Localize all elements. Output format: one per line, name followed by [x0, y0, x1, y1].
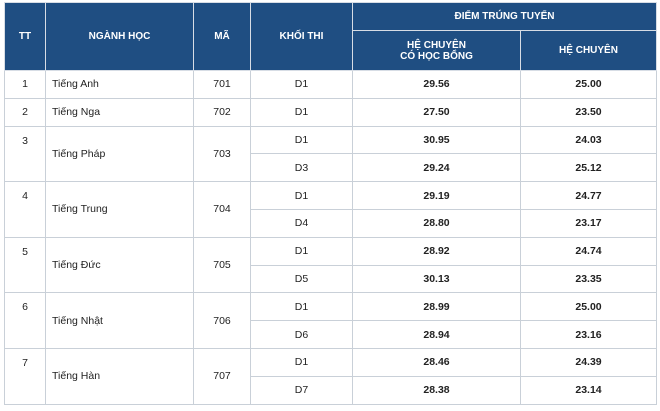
cell-khoi: D1: [250, 292, 353, 322]
cell-nganh: Tiếng Nhật: [45, 292, 194, 349]
cell-diem-hb: 28.80: [352, 208, 521, 238]
cell-nganh: Tiếng Trung: [45, 181, 194, 238]
table-row: D6 28.94 23.16: [5, 320, 657, 349]
cell-tt: 3: [4, 125, 46, 183]
cell-diem-hb: 29.19: [352, 181, 521, 210]
table-row: D5 30.13 23.35: [5, 264, 657, 294]
table-row: 3 Tiếng Pháp 703 D1 30.95 24.03: [4, 125, 657, 183]
cell-tt: 7: [4, 347, 46, 405]
cell-diem-hc: 25.00: [520, 70, 657, 99]
cell-diem-hb: 29.24: [352, 153, 521, 183]
cell-diem-hc: 25.00: [520, 292, 657, 322]
cell-tt: 5: [4, 236, 46, 294]
cell-tt: 4: [4, 181, 46, 238]
cell-khoi: D1: [250, 97, 353, 127]
cell-ma: 707: [193, 347, 251, 405]
cell-khoi: D1: [250, 125, 353, 155]
table-row: 6 Tiếng Nhật 706 D1 28.99 25.00: [4, 292, 657, 349]
cell-ma: 703: [193, 125, 251, 183]
cell-nganh: Tiếng Hàn: [45, 347, 194, 405]
cell-diem-hc: 24.77: [520, 181, 657, 210]
cell-diem-hc: 24.74: [520, 236, 657, 266]
cell-diem-hc: 23.17: [520, 208, 657, 238]
cell-khoi: D4: [250, 208, 353, 238]
table-row: D7 28.38 23.14: [5, 375, 657, 405]
header-tt: TT: [4, 2, 46, 71]
cell-khoi: D1: [250, 347, 353, 377]
header-nganh: NGÀNH HỌC: [45, 2, 194, 71]
cell-ma: 704: [193, 181, 251, 238]
cell-diem-hc: 23.14: [520, 375, 657, 405]
cell-diem-hc: 23.16: [520, 320, 657, 349]
table-row: 2 Tiếng Nga 702 D1 27.50 23.50: [4, 97, 657, 127]
cell-diem-hb: 30.95: [352, 125, 521, 155]
admission-score-table: TT NGÀNH HỌC MÃ KHỐI THI ĐIỂM TRÚNG TUYỂ…: [4, 2, 657, 405]
cell-khoi: D1: [250, 181, 353, 210]
cell-khoi: D1: [250, 236, 353, 266]
cell-nganh: Tiếng Nga: [45, 97, 194, 127]
cell-diem-hb: 28.94: [352, 320, 521, 349]
cell-diem-hb: 30.13: [352, 264, 521, 294]
cell-tt: 1: [4, 70, 46, 99]
cell-ma: 702: [193, 97, 251, 127]
cell-diem-hb: 27.50: [352, 97, 521, 127]
cell-khoi: D7: [250, 375, 353, 405]
table-row: D3 29.24 25.12: [5, 153, 657, 183]
cell-diem-hc: 25.12: [520, 153, 657, 183]
header-hb-line1: HỆ CHUYÊN: [407, 39, 466, 51]
cell-ma: 706: [193, 292, 251, 349]
cell-diem-hb: 28.38: [352, 375, 521, 405]
cell-nganh: Tiếng Anh: [45, 70, 194, 99]
cell-diem-hc: 24.03: [520, 125, 657, 155]
header-ma: MÃ: [193, 2, 251, 71]
cell-ma: 705: [193, 236, 251, 294]
cell-diem-hc: 23.50: [520, 97, 657, 127]
cell-diem-hc: 24.39: [520, 347, 657, 377]
header-khoi: KHỐI THI: [250, 2, 353, 71]
cell-diem-hc: 23.35: [520, 264, 657, 294]
table-row: 4 Tiếng Trung 704 D1 29.19 24.77: [4, 181, 657, 238]
cell-khoi: D5: [250, 264, 353, 294]
cell-nganh: Tiếng Đức: [45, 236, 194, 294]
cell-diem-hb: 28.46: [352, 347, 521, 377]
table-row: 1 Tiếng Anh 701 D1 29.56 25.00: [4, 70, 657, 99]
cell-tt: 2: [4, 97, 46, 127]
cell-ma: 701: [193, 70, 251, 99]
header-diem: ĐIỂM TRÚNG TUYỂN: [352, 2, 657, 31]
cell-diem-hb: 28.99: [352, 292, 521, 322]
cell-khoi: D3: [250, 153, 353, 183]
cell-khoi: D6: [250, 320, 353, 349]
header-hb-line2: CÓ HỌC BỔNG: [400, 50, 473, 62]
cell-tt: 6: [4, 292, 46, 349]
cell-diem-hb: 28.92: [352, 236, 521, 266]
table-row: D4 28.80 23.17: [5, 208, 657, 238]
cell-diem-hb: 29.56: [352, 70, 521, 99]
table-row: 7 Tiếng Hàn 707 D1 28.46 24.39: [4, 347, 657, 405]
header-he-chuyen-hoc-bong: HỆ CHUYÊN CÓ HỌC BỔNG: [352, 30, 521, 71]
header-he-chuyen: HỆ CHUYÊN: [520, 30, 657, 71]
cell-nganh: Tiếng Pháp: [45, 125, 194, 183]
table-row: 5 Tiếng Đức 705 D1 28.92 24.74: [4, 236, 657, 294]
cell-khoi: D1: [250, 70, 353, 99]
